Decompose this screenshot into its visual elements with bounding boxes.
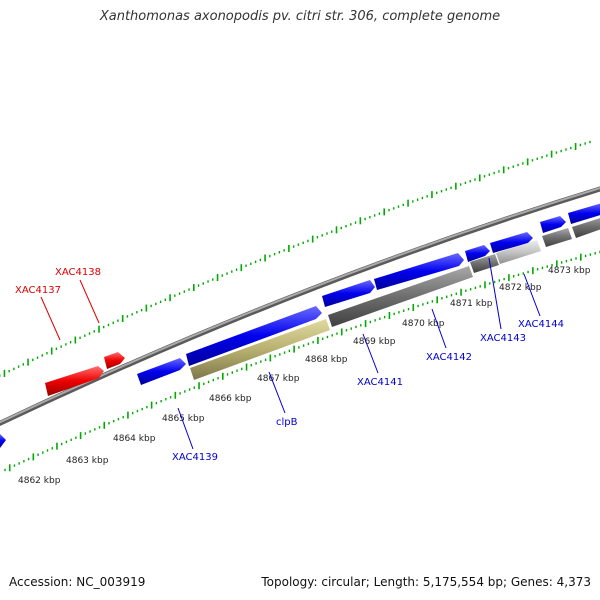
map-title: Xanthomonas axonopodis pv. citri str. 30… xyxy=(99,9,501,24)
gene-xac4141-arrow[interactable] xyxy=(322,280,375,307)
gray-block-3[interactable] xyxy=(542,228,572,247)
gene-clpb-block[interactable] xyxy=(190,319,330,380)
kbp-label: 4862 kbp xyxy=(18,476,61,486)
gene-next-arrow-a[interactable] xyxy=(540,216,566,233)
leader-line xyxy=(79,279,100,324)
kbp-label: 4865 kbp xyxy=(162,414,205,424)
kbp-label: 4873 kbp xyxy=(548,266,591,276)
leader-line xyxy=(488,257,502,330)
gene-label-xac4142[interactable]: XAC4142 xyxy=(426,352,472,363)
kbp-label: 4864 kbp xyxy=(113,434,156,444)
topology-text: Topology: circular; Length: 5,175,554 bp… xyxy=(261,575,591,589)
gene-xac4144-arrow[interactable] xyxy=(490,232,533,253)
leader-line xyxy=(362,333,379,374)
gray-block-1[interactable] xyxy=(328,266,473,327)
gene-label-xac4137[interactable]: XAC4137 xyxy=(15,285,61,296)
leader-line xyxy=(431,308,447,349)
gene-left-edge-arrow[interactable] xyxy=(0,434,6,448)
kbp-label: 4868 kbp xyxy=(305,355,348,365)
inner-tick-row xyxy=(4,250,600,472)
accession-text: Accession: NC_003919 xyxy=(9,575,146,589)
lightgray-block[interactable] xyxy=(496,240,541,264)
gene-xac4137-arrow[interactable] xyxy=(45,366,104,396)
leader-line xyxy=(40,296,61,341)
gene-xac4143-arrow[interactable] xyxy=(465,245,490,262)
gene-label-xac4144[interactable]: XAC4144 xyxy=(518,319,564,330)
leader-line xyxy=(523,273,541,317)
leader-line xyxy=(177,407,194,450)
gene-xac4138-arrow[interactable] xyxy=(104,352,125,369)
gene-label-clpb[interactable]: clpB xyxy=(276,417,298,428)
gray-block-4[interactable] xyxy=(572,215,600,238)
kbp-label: 4863 kbp xyxy=(66,456,109,466)
kbp-label: 4872 kbp xyxy=(499,283,542,293)
kbp-label: 4871 kbp xyxy=(450,299,493,309)
kbp-label: 4869 kbp xyxy=(353,337,396,347)
gene-label-xac4143[interactable]: XAC4143 xyxy=(480,333,526,344)
kbp-label: 4866 kbp xyxy=(209,394,252,404)
gene-clpb-track-arrow[interactable] xyxy=(186,306,322,366)
kbp-label: 4870 kbp xyxy=(402,319,445,329)
gene-xac4139-arrow[interactable] xyxy=(137,358,186,385)
genome-backbone-highlight xyxy=(0,187,600,424)
gene-label-xac4139[interactable]: XAC4139 xyxy=(172,452,218,463)
gray-block-2[interactable] xyxy=(470,254,499,273)
leader-line xyxy=(268,371,286,414)
kbp-label: 4867 kbp xyxy=(257,374,300,384)
gene-label-xac4138[interactable]: XAC4138 xyxy=(55,267,101,278)
outer-tick-row xyxy=(0,140,591,377)
gene-xac4142-arrow[interactable] xyxy=(374,253,464,290)
gene-next-arrow-b[interactable] xyxy=(568,203,600,224)
genome-backbone xyxy=(0,186,600,427)
gene-label-xac4141[interactable]: XAC4141 xyxy=(357,377,403,388)
